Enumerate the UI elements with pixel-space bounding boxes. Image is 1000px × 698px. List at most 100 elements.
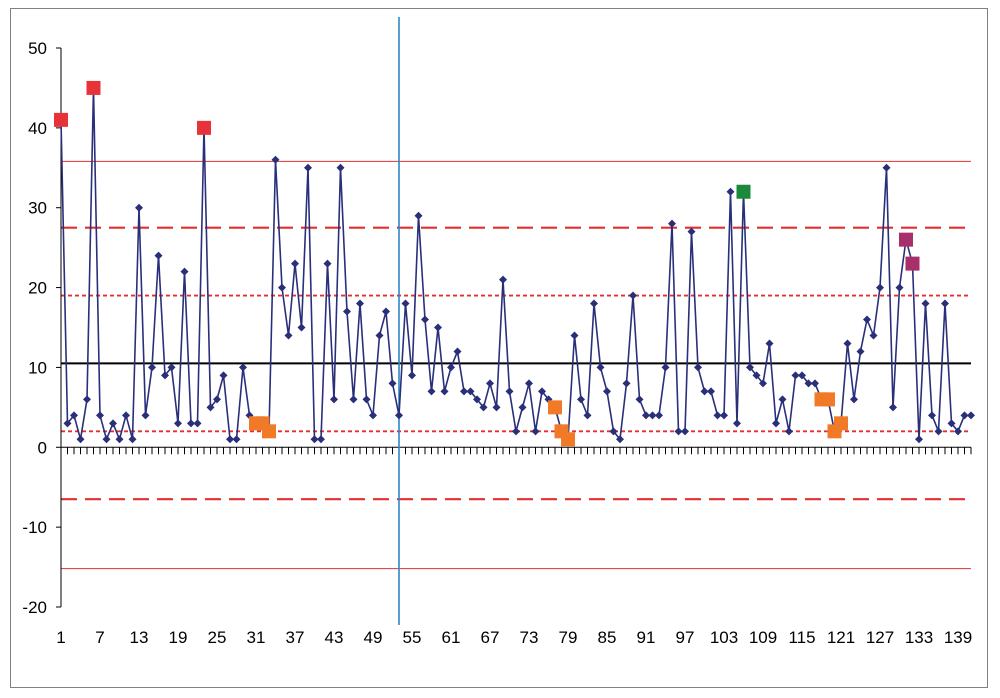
data-point-5 — [83, 395, 91, 404]
data-point-48 — [362, 395, 371, 404]
data-point-101 — [707, 387, 715, 396]
y-tick-label-1: -10 — [22, 518, 47, 537]
data-point-3 — [70, 411, 78, 420]
x-tick-label-0: 1 — [56, 628, 65, 647]
data-point-61 — [447, 363, 455, 372]
data-point-97 — [681, 427, 689, 436]
data-point-117 — [811, 379, 819, 388]
data-point-68 — [492, 403, 501, 412]
data-point-17 — [161, 371, 169, 380]
highlight-point-8 — [561, 432, 575, 447]
x-tick-label-1: 7 — [95, 628, 104, 647]
data-point-92 — [648, 411, 657, 420]
data-point-59 — [434, 323, 442, 332]
data-point-81 — [577, 395, 585, 404]
data-point-123 — [850, 395, 858, 404]
data-point-99 — [694, 363, 702, 372]
data-point-9 — [109, 419, 117, 428]
data-point-51 — [382, 307, 390, 316]
data-point-56 — [414, 211, 423, 220]
data-point-74 — [531, 427, 540, 436]
data-point-137 — [941, 299, 949, 308]
data-point-7 — [96, 411, 104, 420]
y-tick-label-5: 30 — [28, 199, 47, 218]
highlight-point-6 — [548, 400, 562, 415]
data-point-95 — [668, 219, 676, 228]
data-point-66 — [479, 403, 488, 412]
x-tick-label-21: 127 — [866, 628, 894, 647]
data-point-2 — [63, 419, 72, 428]
x-tick-label-16: 97 — [676, 628, 695, 647]
x-tick-marks — [60, 447, 972, 455]
highlight-point-1 — [86, 80, 101, 95]
highlighted-points — [54, 80, 920, 447]
data-point-39 — [304, 163, 312, 172]
chart-frame: -20 -10 0 10 20 30 40 50 1 7 13 19 25 31 37 43 49 55 61 67… — [10, 8, 988, 688]
x-tick-label-2: 13 — [130, 628, 149, 647]
series-polyline — [60, 87, 971, 441]
data-point-35 — [278, 283, 286, 292]
data-point-72 — [518, 403, 527, 412]
data-point-49 — [369, 411, 377, 420]
data-point-122 — [843, 339, 852, 348]
highlight-point-15 — [905, 256, 920, 271]
x-tick-label-13: 79 — [559, 628, 578, 647]
x-tick-label-5: 31 — [247, 628, 266, 647]
y-tick-label-6: 40 — [28, 119, 47, 138]
x-tick-label-10: 61 — [442, 628, 461, 647]
data-point-50 — [375, 331, 384, 340]
data-point-21 — [187, 419, 195, 428]
data-point-111 — [772, 419, 780, 428]
highlight-point-14 — [899, 232, 913, 247]
data-point-55 — [408, 371, 416, 380]
x-tick-label-19: 115 — [788, 628, 815, 647]
data-point-88 — [622, 379, 631, 388]
data-point-141 — [967, 411, 975, 420]
data-point-83 — [590, 299, 598, 308]
highlight-point-13 — [834, 416, 848, 431]
x-tick-label-14: 85 — [598, 628, 617, 647]
x-tick-label-22: 133 — [905, 628, 933, 647]
data-point-13 — [135, 203, 143, 212]
data-point-96 — [674, 427, 683, 436]
data-point-25 — [213, 395, 221, 404]
data-point-126 — [869, 331, 878, 340]
x-tick-label-3: 19 — [169, 628, 188, 647]
highlight-point-11 — [821, 392, 835, 407]
data-point-138 — [947, 419, 956, 428]
x-tick-label-18: 109 — [749, 628, 777, 647]
data-point-57 — [421, 315, 429, 324]
data-point-16 — [154, 251, 163, 260]
y-tick-label-3: 10 — [28, 358, 47, 377]
data-point-14 — [141, 411, 150, 420]
data-point-80 — [570, 331, 579, 340]
data-point-46 — [349, 395, 358, 404]
data-point-87 — [616, 435, 624, 444]
data-point-53 — [395, 411, 403, 420]
data-point-140 — [960, 411, 969, 420]
series-line — [60, 87, 971, 441]
y-tick-label-0: -20 — [22, 598, 47, 617]
data-point-52 — [388, 379, 397, 388]
data-point-75 — [538, 387, 546, 396]
data-point-15 — [148, 363, 156, 372]
data-point-47 — [356, 299, 364, 308]
data-point-24 — [206, 403, 215, 412]
data-point-69 — [499, 275, 507, 284]
data-point-91 — [642, 411, 650, 420]
highlight-point-0 — [54, 112, 68, 127]
x-tick-label-8: 49 — [364, 628, 383, 647]
y-tick-labels: -20 -10 0 10 20 30 40 50 — [22, 39, 47, 617]
highlight-point-2 — [197, 120, 211, 135]
data-point-112 — [778, 395, 787, 404]
data-point-107 — [746, 363, 754, 372]
data-point-40 — [310, 435, 319, 444]
data-point-105 — [733, 419, 741, 428]
data-point-109 — [759, 379, 767, 388]
y-tick-label-4: 20 — [28, 279, 47, 298]
x-tick-label-17: 103 — [710, 628, 738, 647]
data-point-108 — [752, 371, 761, 380]
data-point-27 — [226, 435, 234, 444]
data-point-37 — [291, 259, 299, 268]
data-point-84 — [596, 363, 605, 372]
